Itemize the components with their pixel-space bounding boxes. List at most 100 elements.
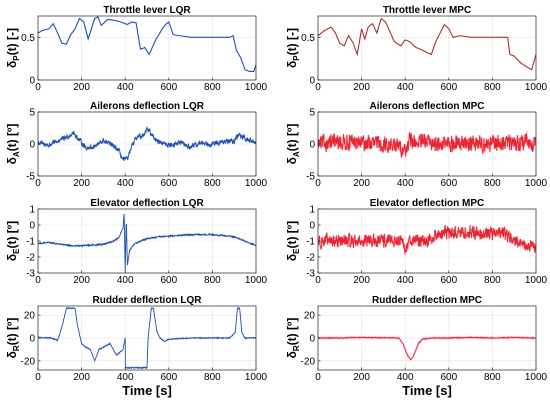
x-tick-label: 0 — [315, 82, 321, 93]
x-tick-label: 0 — [315, 372, 321, 383]
panel-throttle-lqr: 0 200 400 600 800 1000 0 0.5 Throttle lever LQR δ… — [5, 5, 268, 93]
series-line-rudder-lqr — [38, 307, 256, 370]
x-tick-label: 1000 — [245, 82, 268, 93]
x-tick-label: 1000 — [245, 275, 268, 286]
y-tick-label: -1 — [306, 237, 315, 248]
x-tick-label: 800 — [484, 82, 501, 93]
series-line-elevator-lqr — [38, 213, 256, 272]
y-tick-label: -3 — [26, 269, 35, 280]
y-axis-label: δA(t) [º] — [5, 124, 21, 165]
panel-title: Rudder deflection MPC — [372, 295, 482, 306]
x-tick-label: 800 — [204, 275, 221, 286]
y-tick-label: 1 — [309, 205, 315, 216]
x-tick-label: 0 — [35, 372, 41, 383]
y-tick-label: -5 — [26, 172, 35, 183]
y-axis-label: δR(t) [º] — [285, 318, 301, 359]
axes-frame — [317, 15, 537, 81]
x-tick-label: 600 — [160, 178, 177, 189]
y-tick-label: 0.5 — [301, 33, 315, 44]
panel-elevator-lqr: 0 200 400 600 800 1000 -3 -2 -1 0 1 Elevator deflec… — [5, 198, 268, 286]
y-tick-label: 5 — [29, 108, 35, 119]
x-tick-label: 600 — [160, 275, 177, 286]
series-line-throttle-mpc — [318, 17, 536, 71]
x-tick-label: 600 — [440, 275, 457, 286]
y-tick-label: 0 — [309, 221, 315, 232]
x-tick-label: 800 — [204, 82, 221, 93]
y-tick-label: 0 — [309, 76, 315, 87]
panel-title: Ailerons deflection LQR — [90, 101, 205, 112]
panel-elevator-mpc: 0 200 400 600 800 1000 -3 -2 -1 0 1 Elevator deflec… — [285, 198, 548, 286]
panel-title: Throttle lever MPC — [383, 5, 471, 16]
y-tick-label: 20 — [304, 311, 316, 322]
y-axis-label: δP(t) [-] — [5, 28, 21, 68]
x-tick-label: 0 — [315, 178, 321, 189]
x-tick-label: 400 — [397, 82, 414, 93]
y-tick-label: 5 — [309, 108, 315, 119]
y-tick-label: 1 — [29, 205, 35, 216]
y-tick-label: 0 — [29, 140, 35, 151]
x-tick-label: 200 — [353, 82, 370, 93]
x-tick-label: 400 — [117, 82, 134, 93]
y-axis-label: δR(t) [º] — [5, 318, 21, 359]
x-axis-label: Time [s] — [122, 383, 172, 398]
x-tick-label: 400 — [397, 372, 414, 383]
y-tick-label: -1 — [26, 237, 35, 248]
x-axis-label: Time [s] — [402, 383, 452, 398]
x-tick-label: 200 — [73, 275, 90, 286]
x-tick-label: 1000 — [525, 275, 548, 286]
y-axis-label: δE(t) [º] — [5, 221, 21, 261]
y-tick-label: 0 — [29, 221, 35, 232]
x-tick-label: 800 — [204, 372, 221, 383]
x-tick-label: 200 — [73, 82, 90, 93]
x-tick-label: 1000 — [245, 372, 268, 383]
x-tick-label: 800 — [484, 275, 501, 286]
x-tick-label: 400 — [397, 178, 414, 189]
x-tick-label: 400 — [117, 372, 134, 383]
y-tick-label: 0 — [309, 140, 315, 151]
y-tick-label: -5 — [306, 172, 315, 183]
x-tick-label: 600 — [440, 372, 457, 383]
x-tick-label: 800 — [484, 372, 501, 383]
x-tick-label: 400 — [117, 275, 134, 286]
series-line-ailerons-mpc — [318, 132, 536, 158]
x-tick-label: 200 — [353, 275, 370, 286]
series-line-elevator-mpc — [318, 224, 536, 255]
y-tick-label: -2 — [306, 253, 315, 264]
x-tick-label: 1000 — [245, 178, 268, 189]
panel-title: Elevator deflection LQR — [90, 198, 204, 209]
x-tick-label: 0 — [35, 275, 41, 286]
panel-rudder-lqr: 0 200 400 600 800 1000 -20 0 20 Rudder deflection… — [5, 295, 268, 398]
y-axis-label: δA(t) [º] — [285, 124, 301, 165]
x-tick-label: 400 — [117, 178, 134, 189]
x-tick-label: 1000 — [525, 178, 548, 189]
panel-title: Rudder deflection LQR — [93, 295, 203, 306]
x-tick-label: 0 — [315, 275, 321, 286]
y-tick-label: 0 — [29, 76, 35, 87]
panel-title: Ailerons deflection MPC — [369, 101, 484, 112]
x-tick-label: 1000 — [525, 372, 548, 383]
panel-title: Throttle lever LQR — [103, 5, 191, 16]
y-tick-label: 20 — [24, 311, 36, 322]
y-tick-label: -20 — [21, 356, 36, 367]
x-tick-label: 200 — [73, 372, 90, 383]
x-tick-label: 600 — [440, 178, 457, 189]
x-tick-label: 1000 — [525, 82, 548, 93]
x-tick-label: 600 — [160, 372, 177, 383]
y-tick-label: -2 — [26, 253, 35, 264]
plot-area — [318, 16, 536, 80]
y-tick-label: -3 — [306, 269, 315, 280]
plot-area — [38, 16, 256, 80]
y-tick-label: 0 — [29, 334, 35, 345]
y-tick-label: 0 — [309, 334, 315, 345]
y-tick-label: -20 — [301, 356, 316, 367]
y-axis-label: δP(t) [-] — [285, 28, 301, 68]
series-line-rudder-mpc — [318, 336, 536, 361]
x-tick-label: 400 — [397, 275, 414, 286]
x-tick-label: 200 — [353, 178, 370, 189]
x-tick-label: 600 — [160, 82, 177, 93]
y-tick-label: 0.5 — [21, 33, 35, 44]
series-line-ailerons-lqr — [38, 126, 256, 162]
